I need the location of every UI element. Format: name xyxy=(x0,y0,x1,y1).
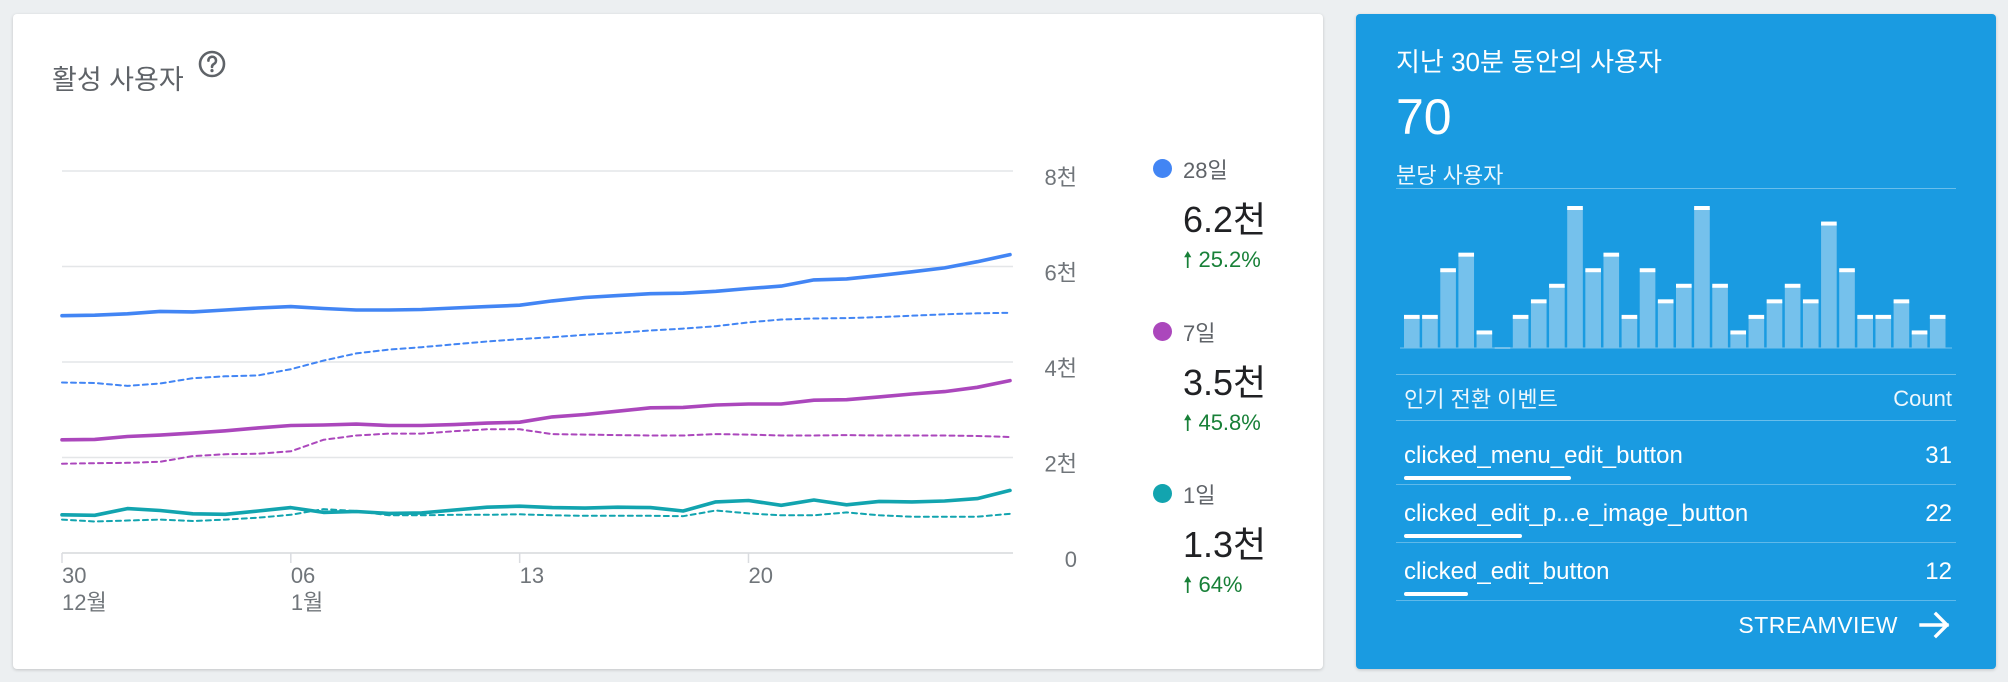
minute-bar[interactable] xyxy=(1802,299,1819,348)
series-line-28d_prev xyxy=(61,311,1011,387)
divider xyxy=(1396,374,1956,375)
minute-bar[interactable] xyxy=(1694,206,1710,348)
divider xyxy=(1396,420,1956,421)
x-tick-label: 30 xyxy=(62,563,86,588)
card-title: 활성 사용자 xyxy=(52,65,184,95)
series-line-28d xyxy=(60,252,1012,318)
realtime-card: 지난 30분 동안의 사용자 70 분당 사용자 인기 전환 이벤트 Count… xyxy=(1356,14,1996,669)
row-divider xyxy=(1396,600,1956,601)
realtime-title: 지난 30분 동안의 사용자 xyxy=(1396,47,1662,77)
legend-dot xyxy=(1153,159,1172,178)
row-divider xyxy=(1396,542,1956,543)
streamview-link[interactable]: STREAMVIEW xyxy=(1738,608,1952,642)
legend-dot xyxy=(1153,322,1172,341)
x-tick-label: 13 xyxy=(520,563,544,588)
minute-bar[interactable] xyxy=(1911,330,1928,348)
minute-bar[interactable] xyxy=(1494,347,1511,349)
minute-bar[interactable] xyxy=(1530,299,1547,348)
y-tick-label: 2천 xyxy=(1045,452,1077,477)
legend-dot xyxy=(1153,484,1172,503)
minute-bar[interactable] xyxy=(1549,283,1565,348)
minute-bar[interactable] xyxy=(1766,299,1783,348)
minute-bar[interactable] xyxy=(1730,330,1747,348)
minute-bar[interactable] xyxy=(1784,283,1801,348)
minute-bar[interactable] xyxy=(1476,330,1493,348)
count-column-header: Count xyxy=(1893,386,1952,411)
minute-bar[interactable] xyxy=(1875,314,1892,348)
top-conversion-events-header: 인기 전환 이벤트 xyxy=(1404,387,1558,412)
minute-bar[interactable] xyxy=(1639,268,1656,348)
arrow-right-icon xyxy=(1919,611,1950,639)
legend-value: 6.2천 xyxy=(1183,199,1267,240)
realtime-user-count: 70 xyxy=(1396,89,1452,145)
y-tick-label: 8천 xyxy=(1045,165,1077,190)
arrow-up-icon: 🠕 xyxy=(1183,572,1193,597)
minute-bar[interactable] xyxy=(1458,252,1475,348)
event-count: 22 xyxy=(1925,500,1952,527)
event-count-bar xyxy=(1404,476,1571,480)
series-line-1d xyxy=(60,488,1012,518)
legend-label: 28일 xyxy=(1183,158,1228,183)
event-count: 12 xyxy=(1925,558,1952,585)
legend-value: 3.5천 xyxy=(1183,362,1267,403)
minute-bar[interactable] xyxy=(1585,268,1601,348)
table-row[interactable]: clicked_menu_edit_button 31 xyxy=(1396,428,1956,485)
minute-bar[interactable] xyxy=(1440,268,1456,348)
series-line-7d xyxy=(60,378,1012,442)
table-row[interactable]: clicked_edit_button 12 xyxy=(1396,544,1956,601)
minute-bar[interactable] xyxy=(1422,314,1438,348)
event-count-bar xyxy=(1404,534,1522,538)
x-tick-label: 06 xyxy=(291,563,315,588)
minute-bar[interactable] xyxy=(1621,314,1638,348)
streamview-label: STREAMVIEW xyxy=(1738,611,1898,638)
minute-bar[interactable] xyxy=(1657,299,1674,348)
users-per-minute-chart xyxy=(1400,206,1952,349)
minute-bar[interactable] xyxy=(1567,206,1583,348)
minute-bar[interactable] xyxy=(1857,314,1873,348)
y-tick-label: 6천 xyxy=(1045,261,1077,286)
x-tick-label: 20 xyxy=(748,563,772,588)
help-circle-icon[interactable] xyxy=(196,48,228,80)
row-divider xyxy=(1396,484,1956,485)
event-name: clicked_menu_edit_button xyxy=(1404,442,1683,469)
divider xyxy=(1396,188,1956,189)
minute-bar[interactable] xyxy=(1512,314,1529,348)
y-tick-label: 4천 xyxy=(1045,356,1077,381)
active-users-card: 활성 사용자 0 2천 4천 6천 8천 30 12월 06 1월 13 20 28일 6.2천 🠕… xyxy=(13,14,1323,669)
legend-change: 🠕 25.2% xyxy=(1183,247,1261,272)
minute-bar[interactable] xyxy=(1404,314,1420,348)
legend-value: 1.3천 xyxy=(1183,524,1267,565)
arrow-up-icon: 🠕 xyxy=(1183,410,1193,435)
event-name: clicked_edit_button xyxy=(1404,558,1610,585)
y-tick-label: 0 xyxy=(1065,547,1077,572)
minute-bar[interactable] xyxy=(1748,314,1765,348)
minute-bar[interactable] xyxy=(1929,314,1946,348)
minute-bar[interactable] xyxy=(1821,221,1837,348)
event-name: clicked_edit_p...e_image_button xyxy=(1404,500,1749,527)
x-tick-sublabel: 12월 xyxy=(62,590,107,615)
legend-label: 1일 xyxy=(1183,483,1216,508)
event-count: 31 xyxy=(1925,442,1952,469)
table-row[interactable]: clicked_edit_p...e_image_button 22 xyxy=(1396,486,1956,543)
legend-label: 7일 xyxy=(1183,321,1216,346)
series-line-1d_prev xyxy=(61,508,1011,523)
event-count-bar xyxy=(1404,592,1468,596)
x-tick-sublabel: 1월 xyxy=(291,590,323,615)
minute-bar[interactable] xyxy=(1839,268,1855,348)
legend-change: 🠕 64% xyxy=(1183,572,1243,597)
legend-change: 🠕 45.8% xyxy=(1183,410,1261,435)
realtime-subtitle: 분당 사용자 xyxy=(1396,163,1504,188)
series-line-7d_prev xyxy=(61,428,1011,465)
minute-bar[interactable] xyxy=(1712,283,1728,348)
minute-bar[interactable] xyxy=(1676,283,1692,348)
minute-bar[interactable] xyxy=(1603,252,1620,348)
arrow-up-icon: 🠕 xyxy=(1183,247,1193,272)
minute-bar[interactable] xyxy=(1893,299,1910,348)
